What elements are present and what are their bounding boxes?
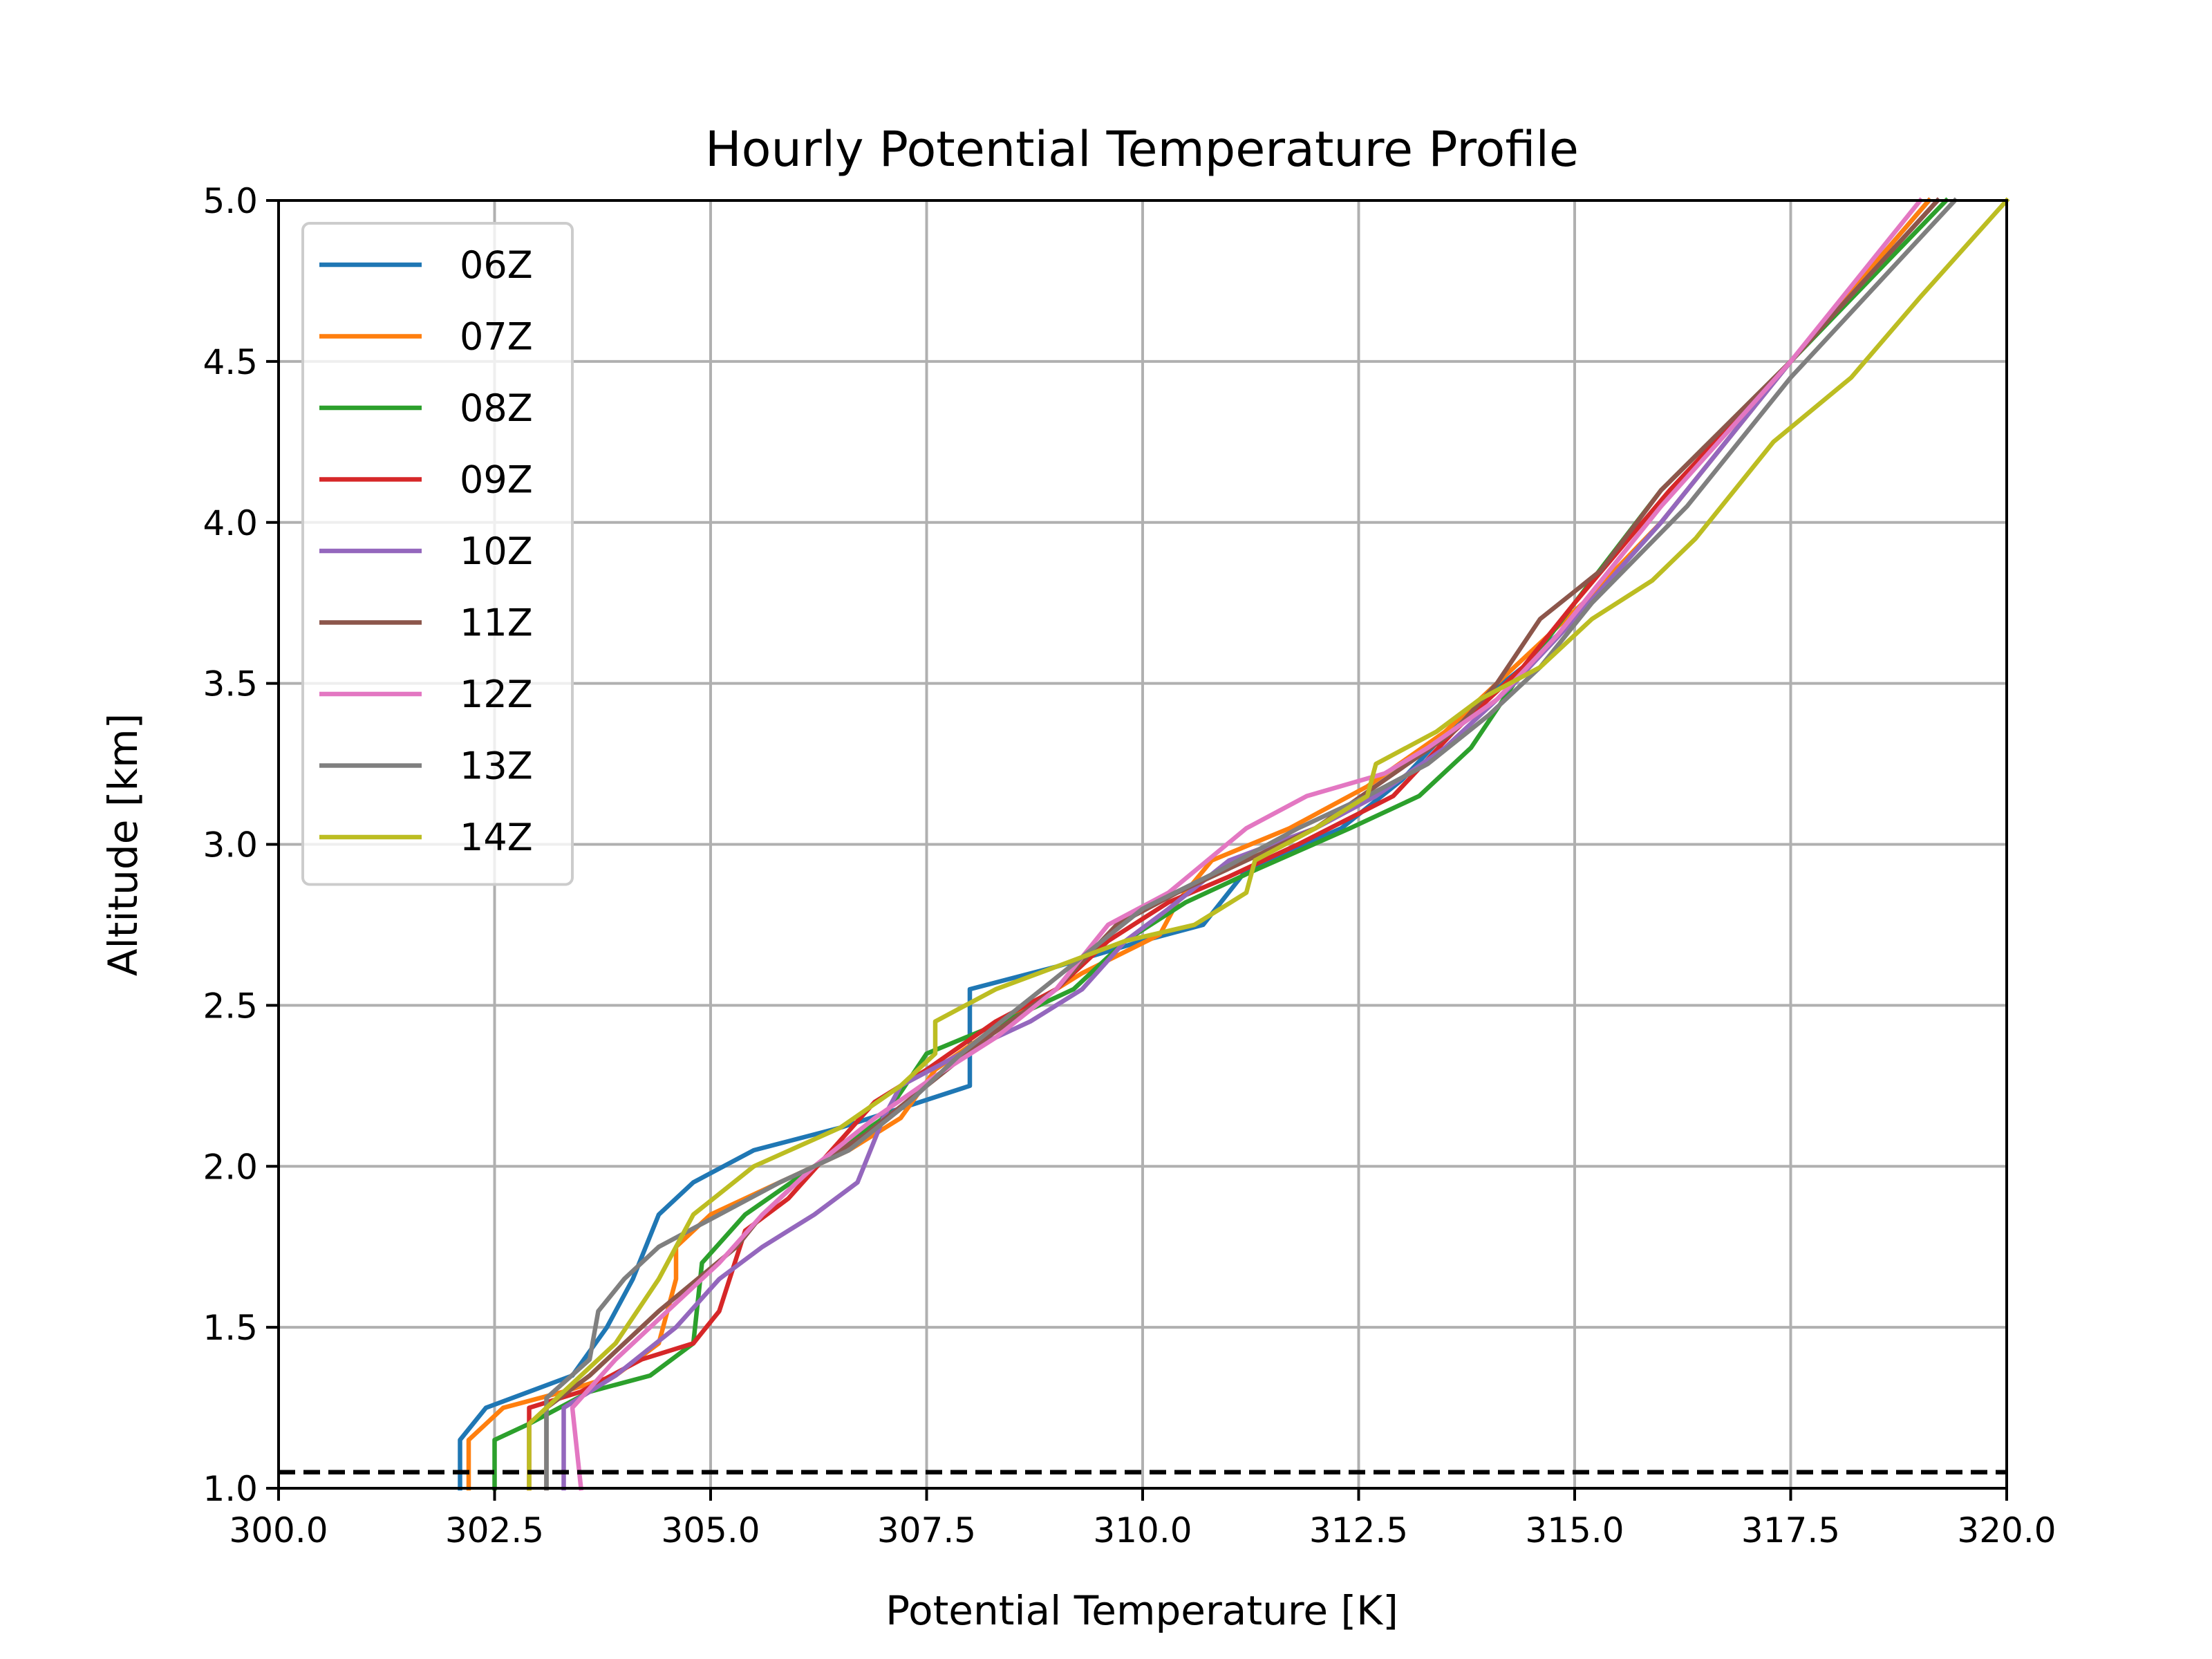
- series-line-12z: [570, 197, 1924, 1491]
- y-tick-label: 2.5: [203, 986, 258, 1026]
- y-tick-label: 3.0: [203, 825, 258, 865]
- x-tick-label: 302.5: [445, 1510, 544, 1550]
- x-tick-label: 300.0: [229, 1510, 328, 1550]
- axis-ticks: 300.0 302.5 305.0 307.5 310.0 312.5 315.0 317.5…: [203, 181, 2056, 1550]
- legend-entry: 14Z: [319, 816, 533, 859]
- x-tick-label: 312.5: [1309, 1510, 1408, 1550]
- y-tick-label: 2.0: [203, 1147, 258, 1187]
- legend-box: [301, 222, 574, 886]
- x-tick-label: 305.0: [661, 1510, 760, 1550]
- legend-label: 13Z: [460, 744, 533, 788]
- legend-entry: 09Z: [319, 458, 533, 502]
- legend-entry: 06Z: [319, 243, 533, 287]
- series-layer: [458, 197, 2010, 1491]
- y-tick-label: 1.0: [203, 1469, 258, 1509]
- legend-entry: 10Z: [319, 529, 533, 573]
- y-tick-label: 5.0: [203, 181, 258, 221]
- x-tick-label: 315.0: [1525, 1510, 1624, 1550]
- legend-label: 08Z: [460, 386, 533, 430]
- legend-label: 09Z: [460, 458, 533, 502]
- legend-entry: 13Z: [319, 744, 533, 788]
- legend-entry: 08Z: [319, 386, 533, 430]
- legend-entry: 11Z: [319, 601, 533, 645]
- y-tick-label: 4.5: [203, 342, 258, 382]
- legend-entry: 12Z: [319, 673, 533, 716]
- series-line-09z: [527, 197, 1941, 1491]
- chart-title: Hourly Potential Temperature Profile: [705, 121, 1579, 178]
- y-tick-label: 1.5: [203, 1308, 258, 1348]
- legend-label: 10Z: [460, 529, 533, 573]
- legend-label: 06Z: [460, 243, 533, 287]
- legend-label: 14Z: [460, 816, 533, 859]
- y-tick-label: 4.0: [203, 503, 258, 543]
- x-tick-label: 310.0: [1093, 1510, 1192, 1550]
- y-axis-label: Altitude [km]: [100, 713, 147, 976]
- legend-label: 12Z: [460, 673, 533, 716]
- legend: 06Z 07Z 08Z 09Z 10Z 11Z 12Z 13Z 14Z: [301, 222, 574, 886]
- series-line-14z: [527, 197, 2010, 1491]
- x-tick-label: 307.5: [877, 1510, 976, 1550]
- x-axis-label: Potential Temperature [K]: [885, 1587, 1398, 1634]
- y-tick-label: 3.5: [203, 664, 258, 704]
- legend-label: 11Z: [460, 601, 533, 645]
- x-tick-label: 317.5: [1741, 1510, 1840, 1550]
- legend-label: 07Z: [460, 315, 533, 359]
- x-tick-label: 320.0: [1957, 1510, 2056, 1550]
- legend-entry: 07Z: [319, 315, 533, 359]
